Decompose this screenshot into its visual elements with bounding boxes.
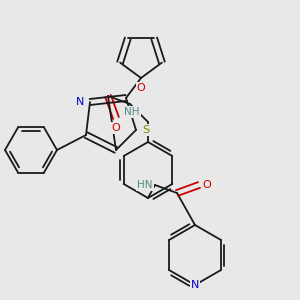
Text: N: N	[76, 97, 84, 107]
Text: O: O	[202, 180, 211, 190]
Text: HN: HN	[137, 180, 153, 190]
Text: O: O	[136, 83, 146, 93]
Text: S: S	[142, 125, 150, 135]
Text: NH: NH	[124, 107, 140, 117]
Text: O: O	[112, 123, 120, 133]
Text: N: N	[191, 280, 199, 290]
